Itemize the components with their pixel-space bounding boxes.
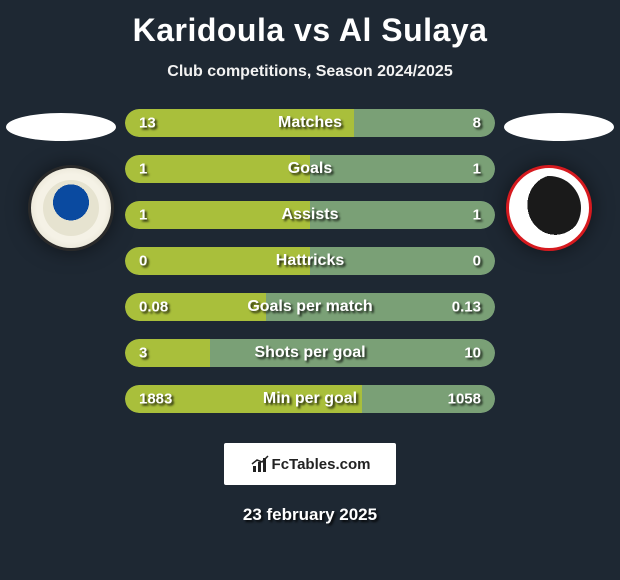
left-player-oval — [6, 113, 116, 141]
stat-label: Assists — [282, 206, 339, 224]
stat-bar: 1883 1058 Min per goal — [125, 385, 495, 413]
page-subtitle: Club competitions, Season 2024/2025 — [0, 63, 620, 81]
chart-icon — [250, 454, 270, 474]
stat-label: Matches — [278, 114, 342, 132]
stat-label: Hattricks — [276, 252, 344, 270]
stat-value-left: 1 — [139, 161, 147, 178]
stat-bar: 1 1 Goals — [125, 155, 495, 183]
stat-fill-right — [310, 155, 495, 183]
stat-bar: 13 8 Matches — [125, 109, 495, 137]
right-player-oval — [504, 113, 614, 141]
stat-value-right: 0.13 — [452, 299, 481, 316]
stat-value-right: 0 — [473, 253, 481, 270]
stat-value-right: 10 — [464, 345, 481, 362]
stat-value-left: 0 — [139, 253, 147, 270]
stat-label: Min per goal — [263, 390, 357, 408]
stat-bar: 3 10 Shots per goal — [125, 339, 495, 367]
stat-bar: 0 0 Hattricks — [125, 247, 495, 275]
brand-logo: FcTables.com — [224, 443, 396, 485]
left-club-crest — [28, 165, 114, 251]
stat-fill-left — [125, 155, 310, 183]
brand-text: FcTables.com — [272, 456, 371, 473]
stat-bars-container: 13 8 Matches 1 1 Goals 1 1 Assists 0 0 Hattricks 0.0… — [125, 109, 495, 413]
stat-value-left: 0.08 — [139, 299, 168, 316]
stat-value-right: 1 — [473, 161, 481, 178]
right-club-crest — [506, 165, 592, 251]
stat-value-left: 3 — [139, 345, 147, 362]
page-title: Karidoula vs Al Sulaya — [0, 0, 620, 49]
stat-value-right: 1058 — [448, 391, 481, 408]
stat-label: Goals — [288, 160, 332, 178]
stat-bar: 0.08 0.13 Goals per match — [125, 293, 495, 321]
stat-value-left: 13 — [139, 115, 156, 132]
stat-bar: 1 1 Assists — [125, 201, 495, 229]
stat-value-right: 1 — [473, 207, 481, 224]
comparison-content: 13 8 Matches 1 1 Goals 1 1 Assists 0 0 Hattricks 0.0… — [0, 109, 620, 413]
stat-fill-left — [125, 339, 210, 367]
stat-value-left: 1883 — [139, 391, 172, 408]
comparison-date: 23 february 2025 — [0, 505, 620, 525]
stat-value-left: 1 — [139, 207, 147, 224]
stat-label: Shots per goal — [254, 344, 365, 362]
stat-value-right: 8 — [473, 115, 481, 132]
stat-label: Goals per match — [247, 298, 372, 316]
